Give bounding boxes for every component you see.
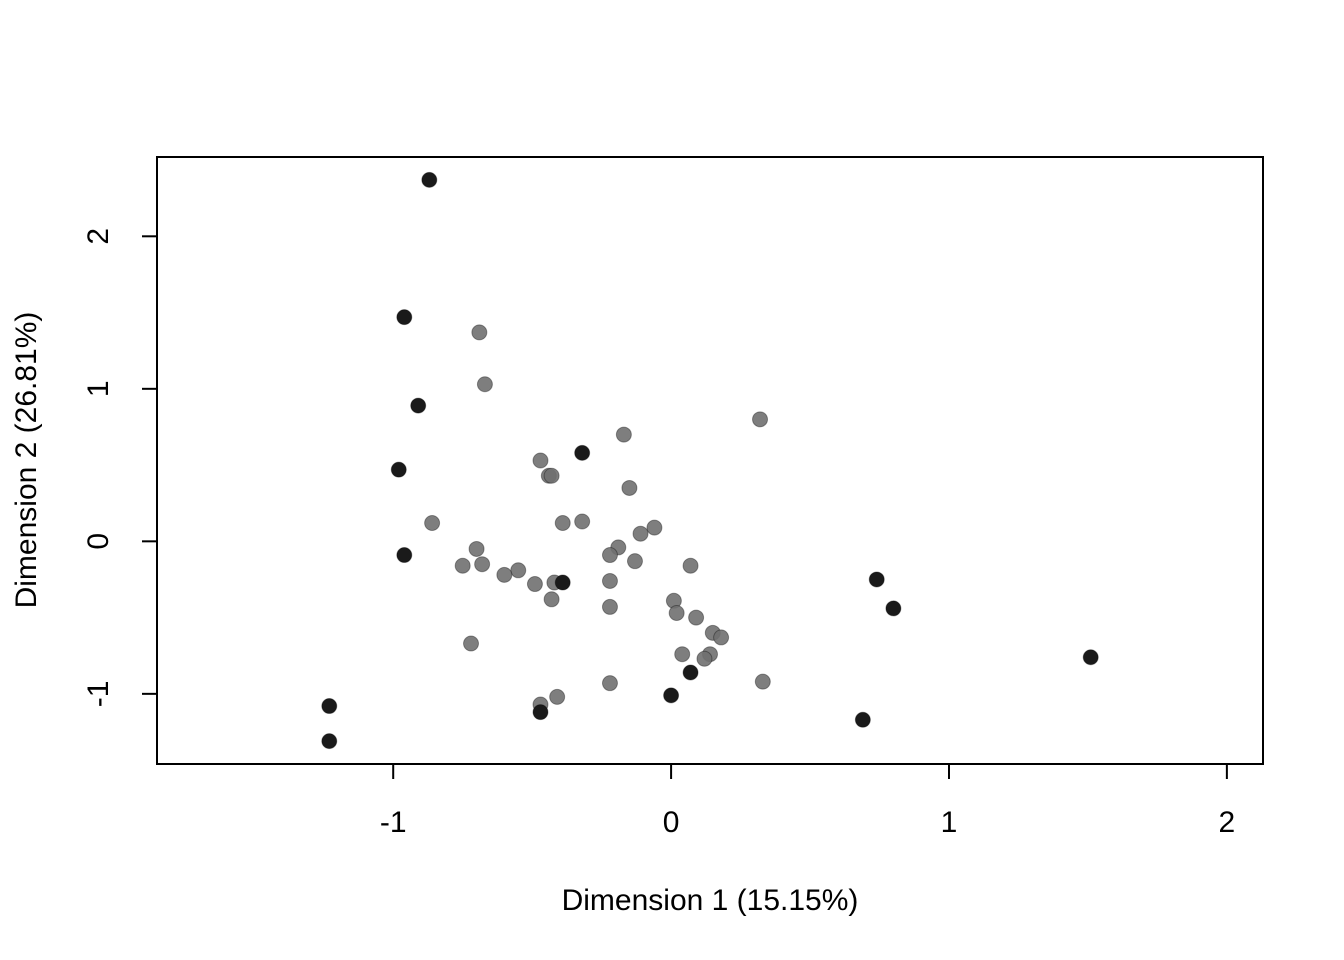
- x-axis: -1 0 1 2: [380, 763, 1236, 839]
- data-point: [752, 411, 769, 428]
- data-point: [868, 571, 885, 588]
- x-tick-label: 2: [1219, 806, 1236, 839]
- data-point: [532, 452, 549, 469]
- data-point: [543, 591, 560, 608]
- x-tick-label: -1: [380, 806, 407, 839]
- y-tick-label: 0: [82, 533, 115, 550]
- data-point: [574, 444, 591, 461]
- y-tick-label: -1: [82, 681, 115, 708]
- data-point: [554, 574, 571, 591]
- data-point: [615, 426, 632, 443]
- data-point: [682, 557, 699, 574]
- data-point: [574, 513, 591, 530]
- y-axis-label: Dimension 2 (26.81%): [10, 312, 43, 609]
- data-point: [424, 515, 441, 532]
- data-point: [396, 309, 413, 326]
- data-point: [421, 171, 438, 188]
- data-point: [674, 646, 691, 663]
- data-point: [621, 479, 638, 496]
- data-point: [713, 629, 730, 646]
- data-point: [510, 562, 527, 579]
- y-axis: -1 0 1 2: [82, 228, 158, 708]
- data-point: [1082, 649, 1099, 666]
- data-point: [663, 687, 680, 704]
- data-point: [463, 635, 480, 652]
- data-point: [668, 605, 685, 622]
- data-point: [496, 566, 513, 583]
- data-point: [854, 711, 871, 728]
- data-point: [532, 704, 549, 721]
- data-point: [601, 675, 618, 692]
- data-point: [476, 376, 493, 393]
- data-point: [526, 576, 543, 593]
- data-point: [554, 515, 571, 532]
- data-point: [468, 540, 485, 557]
- data-point: [688, 609, 705, 626]
- data-point: [454, 557, 471, 574]
- data-point: [410, 397, 427, 414]
- data-point: [601, 547, 618, 564]
- data-point: [471, 324, 488, 341]
- y-tick-label: 2: [82, 228, 115, 245]
- x-tick-label: 1: [941, 806, 958, 839]
- data-point: [696, 650, 713, 667]
- data-point: [601, 598, 618, 615]
- y-tick-label: 1: [82, 380, 115, 397]
- data-point: [885, 600, 902, 617]
- plot-frame: [156, 156, 1264, 765]
- data-point: [632, 525, 649, 542]
- data-point: [601, 572, 618, 589]
- x-axis-label: Dimension 1 (15.15%): [562, 884, 859, 917]
- data-point: [321, 733, 338, 750]
- data-point: [549, 688, 566, 705]
- data-point: [682, 664, 699, 681]
- data-point: [543, 467, 560, 484]
- data-point: [390, 461, 407, 478]
- data-point: [754, 673, 771, 690]
- data-point: [646, 519, 663, 536]
- data-points: [321, 171, 1099, 750]
- data-point: [321, 698, 338, 715]
- data-point: [396, 547, 413, 564]
- data-point: [474, 556, 491, 573]
- data-point: [626, 553, 643, 570]
- x-tick-label: 0: [663, 806, 680, 839]
